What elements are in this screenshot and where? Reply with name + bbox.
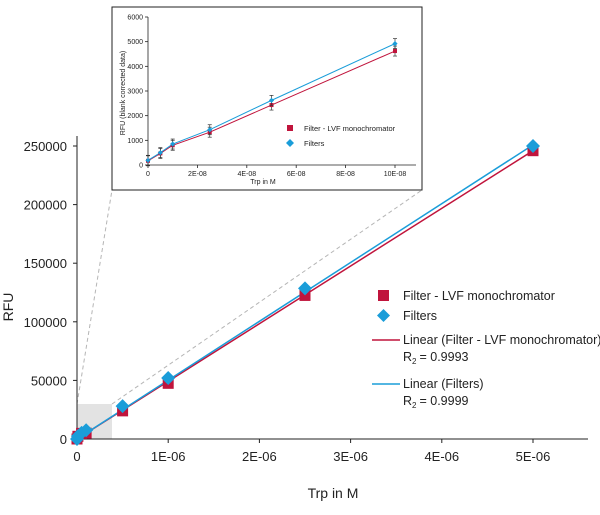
legend-r2-lvf: R2 = 0.9993: [403, 350, 469, 366]
inset-y-tick-label: 5000: [127, 39, 143, 46]
data-point-filters: [161, 371, 176, 386]
inset-chart: 0 2E-08 4E-08 6E-08 8E-08 10E-08 0 1000 2000 3000…: [111, 6, 423, 191]
main-legend: Filter - LVF monochromator Filters Linea…: [372, 289, 600, 410]
zoom-guide-line: [111, 189, 423, 405]
x-tick-label: 3E-06: [333, 449, 368, 464]
y-tick-label: 250000: [24, 139, 67, 154]
legend-label-filters: Filters: [403, 309, 437, 323]
legend-label-linear-filters: Linear (Filters): [403, 377, 484, 391]
inset-series-line: [147, 43, 396, 161]
data-point-lvf: [299, 289, 311, 301]
inset-x-tick-label: 6E-08: [287, 171, 306, 178]
y-axis-label: RFU: [0, 293, 16, 322]
x-tick-label: 1E-06: [151, 449, 186, 464]
x-tick-label: 0: [73, 449, 80, 464]
data-point-filters: [526, 139, 540, 153]
inset-data-point-filters: [392, 41, 398, 47]
inset-data-point-lvf: [393, 49, 397, 54]
data-point-filters: [298, 281, 312, 296]
data-point-filters: [115, 399, 130, 414]
r2-value-filters: = 0.9999: [419, 394, 468, 408]
y-tick-label: 50000: [31, 373, 67, 388]
inset-frame: [111, 6, 423, 191]
inset-x-tick-label: 8E-08: [336, 171, 355, 178]
main-ticks: 0 1E-06 2E-06 3E-06 4E-06 5E-0605000010000015…: [24, 139, 551, 464]
r2-value-lvf: = 0.9993: [419, 350, 468, 364]
inset-legend-marker-lvf: [287, 125, 293, 131]
legend-label-lvf: Filter - LVF monochromator: [403, 289, 555, 303]
y-tick-label: 200000: [24, 198, 67, 213]
x-axis-label: Trp in M: [308, 485, 359, 501]
x-tick-label: 4E-06: [424, 449, 459, 464]
inset-x-tick-label: 2E-08: [188, 171, 207, 178]
inset-y-axis-label: RFU (blank corrected data): [120, 51, 127, 135]
x-tick-label: 2E-06: [242, 449, 277, 464]
inset-y-tick-label: 2000: [127, 113, 143, 120]
inset-series-line: [147, 50, 396, 162]
inset-data-point-filters: [207, 127, 213, 133]
inset-y-tick-label: 1000: [127, 138, 143, 145]
legend-marker-lvf: [378, 290, 389, 301]
legend-r2-filters: R2 = 0.9999: [403, 394, 469, 410]
inset-legend-label-lvf: Filter - LVF monochromator: [304, 124, 396, 133]
inset-series-lines: [147, 43, 396, 162]
r2-sub-lvf: 2: [412, 357, 417, 366]
inset-legend: Filter - LVF monochromator Filters: [286, 124, 396, 148]
inset-legend-marker-filters: [286, 139, 294, 147]
inset-y-tick-label: 6000: [127, 15, 143, 22]
inset-data-point-filters: [157, 150, 163, 156]
inset-data-point-filters: [145, 157, 151, 163]
inset-x-tick-label: 10E-08: [384, 171, 407, 178]
zoom-guides: [76, 189, 423, 405]
r2-letter-lvf: R: [403, 350, 412, 364]
inset-x-tick-label: 0: [146, 171, 150, 178]
main-points: [70, 139, 540, 446]
inset-legend-label-filters: Filters: [304, 139, 325, 148]
inset-ticks: 0 2E-08 4E-08 6E-08 8E-08 10E-08 0 1000 2000 3000…: [127, 15, 406, 179]
inset-points: [145, 38, 398, 167]
y-tick-label: 100000: [24, 315, 67, 330]
x-tick-label: 5E-06: [516, 449, 551, 464]
legend-label-linear-lvf: Linear (Filter - LVF monochromator): [403, 333, 600, 347]
y-tick-label: 150000: [24, 256, 67, 271]
inset-y-tick-label: 0: [139, 163, 143, 170]
inset-data-point-filters: [268, 97, 275, 103]
r2-letter-filters: R: [403, 394, 412, 408]
inset-y-tick-label: 4000: [127, 64, 143, 71]
y-tick-label: 0: [60, 432, 67, 447]
zoom-guide-line: [76, 189, 113, 405]
inset-data-point-filters: [170, 141, 176, 147]
data-point-filters: [79, 423, 94, 438]
main-chart: 0 1E-06 2E-06 3E-06 4E-06 5E-0605000010000015…: [0, 136, 600, 501]
inset-x-tick-label: 4E-08: [237, 171, 256, 178]
legend-marker-filters: [377, 309, 390, 322]
inset-y-tick-label: 3000: [127, 89, 143, 96]
inset-x-axis-label: Trp in M: [250, 179, 276, 186]
r2-sub-filters: 2: [412, 401, 417, 410]
